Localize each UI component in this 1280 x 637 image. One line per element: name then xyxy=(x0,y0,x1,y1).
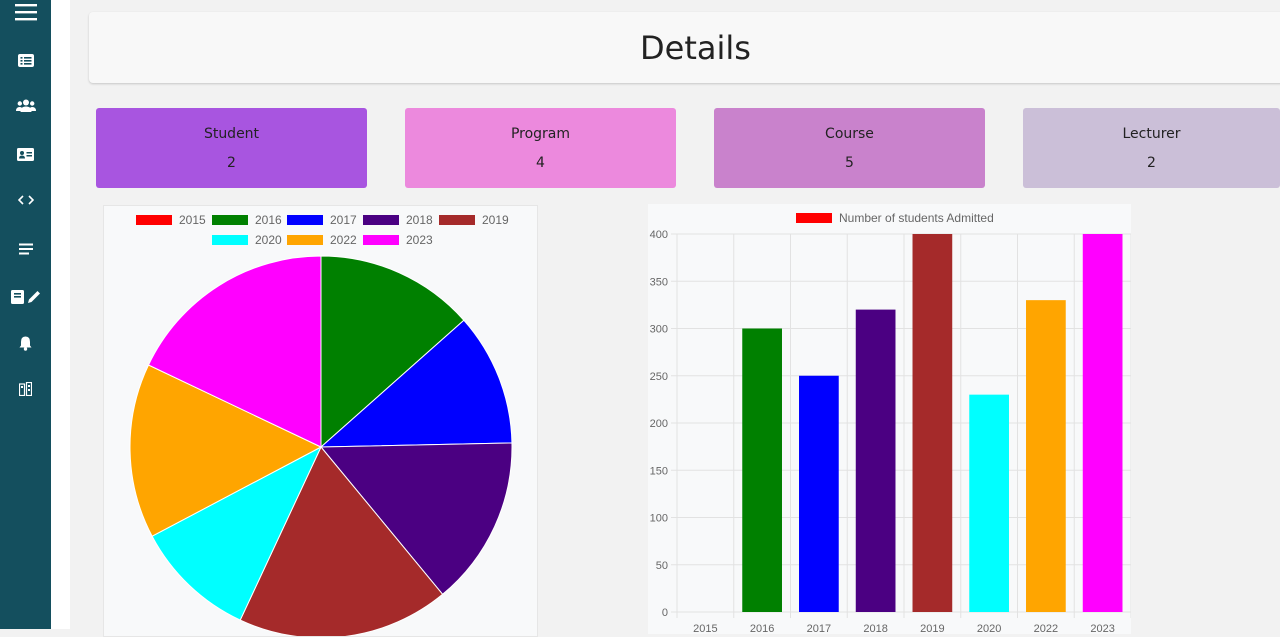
bar-y-tick-label: 100 xyxy=(650,513,668,525)
page-title: Details xyxy=(640,29,751,67)
bar-2023[interactable] xyxy=(1082,234,1123,612)
pie-slice-2023[interactable] xyxy=(147,255,322,448)
pie-chart-panel: 2015 2016 2017 2018 2019 2020 2022 2023 xyxy=(103,205,538,637)
pie-slice-2019[interactable] xyxy=(239,446,444,636)
bar-y-tick-label: 300 xyxy=(650,324,668,336)
dashboard-list-icon[interactable] xyxy=(0,51,51,69)
bar-2016[interactable] xyxy=(742,328,782,613)
pie-legend-item[interactable]: 2023 xyxy=(363,233,433,247)
bar-y-tick-label: 350 xyxy=(650,276,668,288)
pie-legend-item[interactable]: 2015 xyxy=(136,213,206,227)
pie-legend-swatch xyxy=(363,235,399,245)
bar-2020[interactable] xyxy=(969,394,1009,612)
pie-legend-swatch xyxy=(287,235,323,245)
course-card[interactable]: Course 5 xyxy=(714,108,985,188)
course-card-label: Course xyxy=(825,126,874,142)
bar-y-tick-label: 0 xyxy=(662,607,668,619)
bar-y-tick-label: 150 xyxy=(650,465,668,477)
bar-legend-swatch xyxy=(796,213,832,223)
sidebar-gutter xyxy=(51,0,70,629)
bar-2019[interactable] xyxy=(912,234,953,612)
page-header: Details xyxy=(89,12,1280,83)
pie-legend-item[interactable]: 2019 xyxy=(439,213,509,227)
pie-legend: 2015 2016 2017 2018 2019 2020 2022 2023 xyxy=(104,206,537,256)
pie-legend-swatch xyxy=(212,215,248,225)
pie-legend-item[interactable]: 2020 xyxy=(212,233,282,247)
pie-legend-item[interactable]: 2018 xyxy=(363,213,433,227)
building-icon[interactable] xyxy=(0,380,51,398)
program-card-value: 4 xyxy=(536,155,545,171)
pie-slice-2017[interactable] xyxy=(319,319,513,448)
lecturer-card-value: 2 xyxy=(1147,155,1156,171)
code-icon[interactable] xyxy=(0,191,51,209)
bar-2022[interactable] xyxy=(1026,300,1066,612)
bar-legend-label: Number of students Admitted xyxy=(839,211,994,225)
pie-legend-item[interactable]: 2017 xyxy=(287,213,357,227)
pie-slice-2016[interactable] xyxy=(320,255,465,449)
pie-slice-2018[interactable] xyxy=(319,442,513,595)
menu-icon[interactable] xyxy=(0,2,51,22)
pie-legend-swatch xyxy=(212,235,248,245)
bar-legend-item[interactable]: Number of students Admitted xyxy=(796,211,994,225)
bar-2017[interactable] xyxy=(799,375,839,612)
lecturer-card[interactable]: Lecturer 2 xyxy=(1023,108,1280,188)
main-content: Details Student 2 Program 4 Course 5 Lec… xyxy=(70,0,1280,637)
bell-icon[interactable] xyxy=(0,334,51,352)
bar-y-tick-label: 50 xyxy=(656,560,668,572)
book-edit-icon[interactable] xyxy=(0,287,51,307)
bar-y-tick-label: 200 xyxy=(650,418,668,430)
pie-legend-swatch xyxy=(439,215,475,225)
bar-y-tick-label: 250 xyxy=(650,371,668,383)
users-icon[interactable] xyxy=(0,97,51,115)
student-card-label: Student xyxy=(203,126,260,142)
course-card-value: 5 xyxy=(845,155,854,171)
pie-legend-label: 2017 xyxy=(330,213,357,227)
pie-legend-swatch xyxy=(136,215,172,225)
sidebar xyxy=(0,0,51,629)
list-icon[interactable] xyxy=(0,240,51,258)
pie-legend-item[interactable]: 2016 xyxy=(212,213,282,227)
bar-y-tick-label: 400 xyxy=(650,229,668,241)
pie-slice-2020[interactable] xyxy=(151,445,323,621)
id-card-icon[interactable] xyxy=(0,145,51,163)
pie-legend-label: 2020 xyxy=(255,233,282,247)
bar-chart-panel: Number of students Admitted 0 50 100 150 200… xyxy=(648,204,1131,634)
pie-legend-label: 2018 xyxy=(406,213,433,227)
pie-legend-label: 2022 xyxy=(330,233,357,247)
student-card[interactable]: Student 2 xyxy=(96,108,367,188)
pie-legend-swatch xyxy=(363,215,399,225)
pie-legend-swatch xyxy=(287,215,323,225)
lecturer-card-label: Lecturer xyxy=(1122,126,1181,142)
bar-2018[interactable] xyxy=(855,309,896,612)
student-card-value: 2 xyxy=(227,155,236,171)
bar-legend: Number of students Admitted xyxy=(648,204,1131,228)
pie-legend-label: 2016 xyxy=(255,213,282,227)
program-card-label: Program xyxy=(510,126,571,142)
pie-slice-2022[interactable] xyxy=(129,364,323,537)
pie-chart xyxy=(129,255,513,636)
program-card[interactable]: Program 4 xyxy=(405,108,676,188)
pie-legend-label: 2019 xyxy=(482,213,509,227)
pie-legend-item[interactable]: 2022 xyxy=(287,233,357,247)
pie-legend-label: 2023 xyxy=(406,233,433,247)
pie-legend-label: 2015 xyxy=(179,213,206,227)
